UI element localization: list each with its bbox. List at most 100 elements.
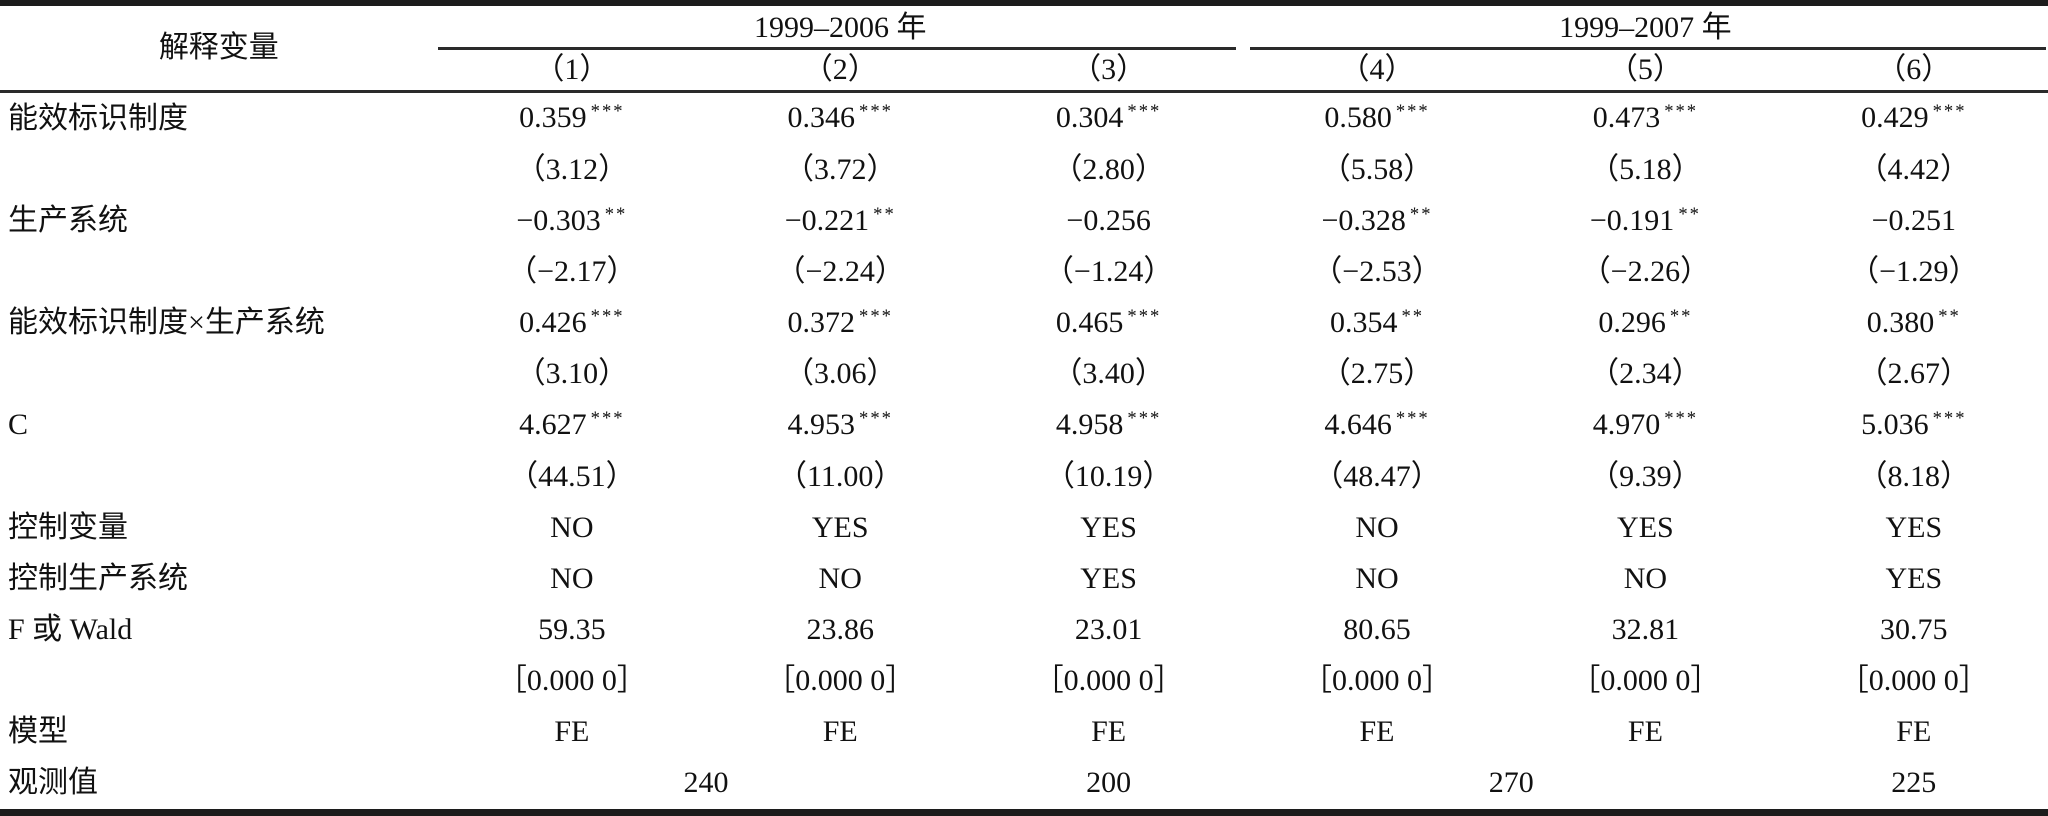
significance-stars: ***: [590, 408, 625, 430]
cell: 0.426 ***: [438, 298, 706, 349]
table-row: C 4.627 *** 4.953 *** 4.958 *** 4.646 *** 4.970 **…: [0, 400, 2048, 451]
cell-value: 23.01: [1074, 612, 1143, 646]
cell-value: 5.036: [1861, 408, 1929, 442]
cell-value: 32.81: [1611, 612, 1680, 646]
cell: （−2.26）: [1511, 246, 1779, 297]
cell-value: 240: [683, 766, 729, 800]
cell-value: FE: [822, 715, 858, 749]
cell-value: 0.580: [1324, 101, 1392, 135]
cell: （9.39）: [1511, 451, 1779, 502]
cell: 23.86: [706, 604, 974, 655]
cell-value: ［0.000 0］: [1302, 664, 1452, 698]
model-column-header-2: （2）: [706, 50, 975, 93]
cell-value: 0.426: [519, 306, 587, 340]
cell: NO: [438, 502, 706, 553]
cell: 0.473 ***: [1511, 92, 1779, 145]
cell-value: NO: [550, 510, 594, 544]
cell-value: 0.372: [787, 306, 856, 340]
cell: −0.328 **: [1243, 195, 1511, 246]
cell-value: −0.328: [1321, 203, 1406, 237]
cell-value: （8.18）: [1857, 459, 1971, 493]
cell: （8.18）: [1780, 451, 2048, 502]
cell: ［0.000 0］: [1243, 656, 1511, 707]
cell: FE: [1780, 707, 2048, 758]
table-row: （3.10） （3.06） （3.40） （2.75） （2.34） （2.67）: [0, 349, 2048, 400]
cell-value: （−2.24）: [775, 254, 905, 288]
significance-stars: ***: [1127, 101, 1162, 123]
period-header-1999-2007: 1999–2007 年: [1243, 3, 2048, 50]
row-label: [0, 246, 438, 297]
cell-value: （2.67）: [1857, 357, 1971, 391]
cell: −0.256: [974, 195, 1242, 246]
cell-value: ［0.000 0］: [765, 664, 916, 698]
cell: FE: [706, 707, 974, 758]
row-label: C: [8, 408, 29, 442]
cell-value: ［0.000 0］: [1033, 664, 1184, 698]
cell-value: 4.627: [519, 408, 587, 442]
cell: YES: [706, 502, 974, 553]
cell-value: NO: [1623, 561, 1668, 595]
cell-value: （−1.24）: [1043, 254, 1174, 288]
cell: YES: [1511, 502, 1779, 553]
cell: 4.953 ***: [706, 400, 974, 451]
cell: （3.10）: [438, 349, 706, 400]
cell-value: ［0.000 0］: [1838, 664, 1989, 698]
cell-value: 225: [1891, 766, 1937, 800]
cell: 0.429 ***: [1780, 92, 2048, 145]
cell: （2.34）: [1511, 349, 1779, 400]
cell-value: YES: [1080, 510, 1137, 544]
significance-stars: ***: [1664, 408, 1699, 430]
cell-value: （−1.29）: [1849, 254, 1979, 288]
significance-stars: ***: [859, 306, 893, 328]
cell-value: ［0.000 0］: [496, 664, 647, 698]
cell: NO: [1511, 553, 1779, 604]
cell: NO: [706, 553, 974, 604]
cell-value: （3.40）: [1052, 357, 1165, 391]
cell: 225: [1780, 758, 2048, 813]
significance-stars: **: [1669, 306, 1693, 328]
significance-stars: ***: [1664, 101, 1699, 123]
cell-value: （3.06）: [783, 357, 897, 391]
cell-value: （48.47）: [1313, 459, 1441, 493]
cell: （48.47）: [1243, 451, 1511, 502]
model-column-header-3: （3）: [974, 50, 1243, 93]
cell: （−2.17）: [438, 246, 706, 297]
significance-stars: **: [1938, 306, 1961, 328]
significance-stars: **: [1409, 203, 1433, 225]
cell-value: 0.380: [1866, 306, 1935, 340]
row-label: 控制生产系统: [8, 561, 188, 595]
cell: 0.354 **: [1243, 298, 1511, 349]
cell: （11.00）: [706, 451, 974, 502]
cell-value: NO: [818, 561, 862, 595]
cell-value: （44.51）: [508, 459, 636, 493]
row-label: 生产系统: [8, 203, 128, 237]
cell: 4.958 ***: [974, 400, 1242, 451]
significance-stars: ***: [1395, 101, 1430, 123]
cell: 0.465 ***: [974, 298, 1242, 349]
cell-value: −0.256: [1066, 203, 1151, 237]
table-row: F 或 Wald 59.35 23.86 23.01 80.65 32.81 30.75: [0, 604, 2048, 655]
cell: （4.42）: [1780, 144, 2048, 195]
cell-value: （2.75）: [1320, 357, 1434, 391]
table-row: （−2.17） （−2.24） （−1.24） （−2.53） （−2.26） （−1.2…: [0, 246, 2048, 297]
cell-value: （9.39）: [1589, 459, 1702, 493]
model-column-header-4: （4）: [1242, 50, 1512, 93]
cell: （−1.29）: [1780, 246, 2048, 297]
cell: （5.18）: [1511, 144, 1779, 195]
row-label: 能效标识制度: [8, 101, 188, 135]
cell: NO: [1243, 502, 1511, 553]
table-row: 模型 FE FE FE FE FE FE: [0, 707, 2048, 758]
cell: （3.72）: [706, 144, 974, 195]
cell-value: YES: [1885, 561, 1943, 595]
row-label: [0, 349, 438, 400]
cell-value: （5.18）: [1589, 152, 1702, 186]
row-label: 能效标识制度×生产系统: [8, 306, 325, 340]
cell: （−2.24）: [706, 246, 974, 297]
cell-value: YES: [1885, 510, 1943, 544]
cell-value: YES: [1080, 561, 1137, 595]
cell: YES: [974, 502, 1242, 553]
cell: 4.970 ***: [1511, 400, 1779, 451]
cell: −0.191 **: [1511, 195, 1779, 246]
row-label: 观测值: [8, 766, 98, 800]
